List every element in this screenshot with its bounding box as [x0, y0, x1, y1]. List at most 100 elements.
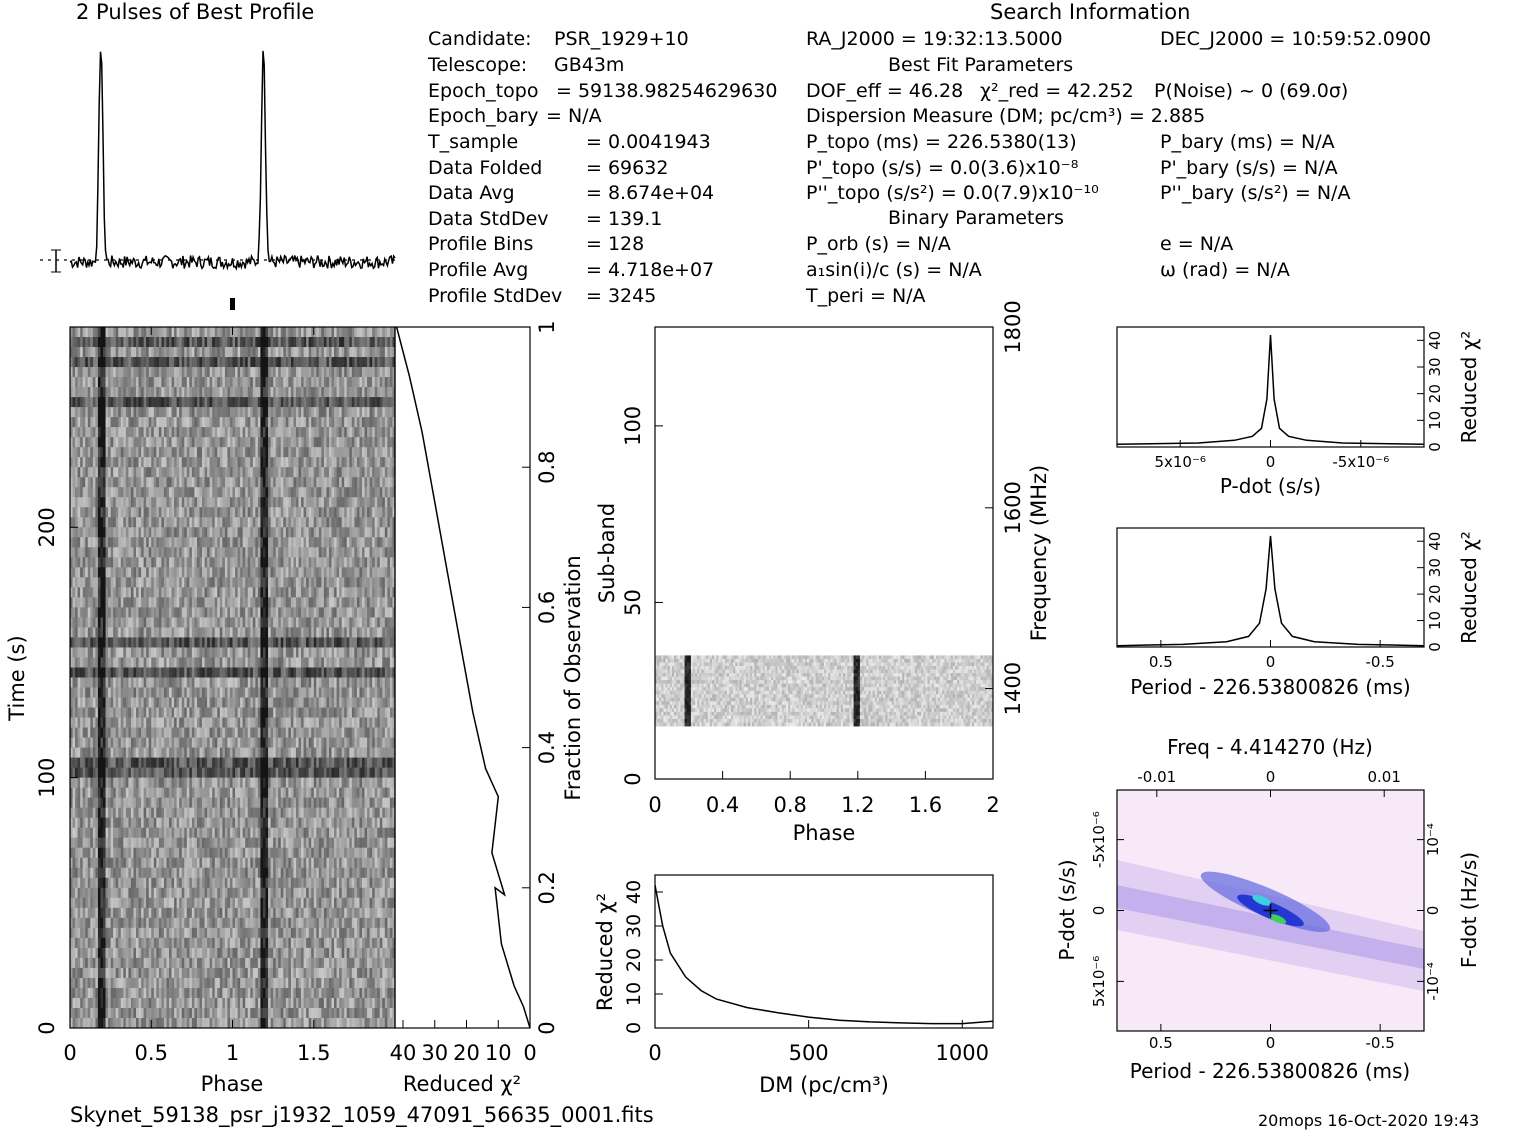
time-phase-pixel: [187, 467, 190, 477]
time-phase-pixel: [299, 567, 302, 577]
time-phase-pixel: [321, 587, 324, 597]
time-phase-pixel: [172, 547, 175, 557]
time-phase-pixel: [222, 417, 225, 427]
time-phase-pixel: [166, 667, 169, 677]
time-phase-pixel: [365, 467, 368, 477]
time-phase-pixel: [382, 657, 385, 667]
time-phase-pixel: [136, 667, 139, 677]
time-phase-pixel: [387, 327, 390, 337]
time-phase-pixel: [205, 397, 208, 407]
time-phase-pixel: [222, 637, 225, 647]
time-phase-pixel: [380, 437, 383, 447]
time-phase-pixel: [103, 547, 106, 557]
time-phase-pixel: [106, 567, 109, 577]
time-phase-pixel: [332, 577, 335, 587]
time-phase-pixel: [271, 708, 274, 718]
time-phase-pixel: [243, 367, 246, 377]
time-phase-pixel: [385, 387, 388, 397]
time-phase-pixel: [260, 617, 263, 627]
time-phase-pixel: [154, 447, 157, 457]
time-phase-pixel: [192, 357, 195, 367]
time-phase-pixel: [382, 447, 385, 457]
time-phase-pixel: [278, 557, 281, 567]
time-phase-pixel: [349, 617, 352, 627]
time-phase-pixel: [149, 387, 152, 397]
time-phase-pixel: [309, 407, 312, 417]
time-phase-pixel: [103, 527, 106, 537]
time-phase-pixel: [118, 337, 121, 347]
time-phase-pixel: [258, 667, 261, 677]
time-phase-pixel: [359, 337, 362, 347]
time-phase-pixel: [189, 627, 192, 637]
time-phase-pixel: [266, 627, 269, 637]
time-phase-pixel: [362, 637, 365, 647]
time-phase-pixel: [326, 507, 329, 517]
time-phase-pixel: [271, 607, 274, 617]
time-phase-pixel: [207, 507, 210, 517]
time-phase-pixel: [121, 347, 124, 357]
time-phase-pixel: [268, 407, 271, 417]
time-phase-pixel: [161, 377, 164, 387]
time-phase-pixel: [85, 607, 88, 617]
time-phase-pixel: [304, 587, 307, 597]
time-phase-pixel: [339, 597, 342, 607]
time-phase-pixel: [370, 337, 373, 347]
time-phase-pixel: [113, 567, 116, 577]
time-phase-pixel: [177, 407, 180, 417]
time-phase-pixel: [154, 367, 157, 377]
time-phase-pixel: [387, 497, 390, 507]
time-phase-pixel: [263, 467, 266, 477]
time-phase-pixel: [344, 407, 347, 417]
time-phase-pixel: [118, 537, 121, 547]
time-phase-pixel: [78, 497, 81, 507]
time-phase-pixel: [339, 557, 342, 567]
time-phase-pixel: [151, 417, 154, 427]
time-phase-pixel: [210, 517, 213, 527]
time-phase-pixel: [321, 617, 324, 627]
time-phase-pixel: [278, 497, 281, 507]
time-phase-pixel: [357, 437, 360, 447]
time-phase-pixel: [177, 347, 180, 357]
time-phase-pixel: [293, 698, 296, 708]
time-phase-pixel: [306, 547, 309, 557]
time-phase-pixel: [301, 507, 304, 517]
time-phase-pixel: [357, 698, 360, 708]
time-phase-pixel: [334, 447, 337, 457]
time-phase-pixel: [319, 417, 322, 427]
time-phase-pixel: [296, 547, 299, 557]
time-phase-pixel: [273, 587, 276, 597]
time-phase-pixel: [88, 647, 91, 657]
time-phase-pixel: [133, 337, 136, 347]
time-phase-pixel: [78, 607, 81, 617]
time-phase-pixel: [227, 577, 230, 587]
time-phase-pixel: [240, 637, 243, 647]
time-phase-pixel: [220, 597, 223, 607]
time-phase-pixel: [73, 327, 76, 337]
time-phase-pixel: [283, 698, 286, 708]
time-phase-pixel: [233, 417, 236, 427]
time-phase-pixel: [271, 617, 274, 627]
time-phase-pixel: [311, 507, 314, 517]
time-phase-pixel: [184, 487, 187, 497]
time-phase-pixel: [342, 587, 345, 597]
time-phase-pixel: [182, 708, 185, 718]
time-phase-pixel: [255, 527, 258, 537]
time-phase-pixel: [304, 647, 307, 657]
time-phase-pixel: [370, 587, 373, 597]
time-phase-pixel: [174, 397, 177, 407]
time-phase-pixel: [172, 497, 175, 507]
time-phase-pixel: [227, 698, 230, 708]
time-phase-pixel: [329, 537, 332, 547]
time-phase-pixel: [194, 517, 197, 527]
time-phase-pixel: [169, 447, 172, 457]
time-phase-pixel: [225, 397, 228, 407]
time-phase-pixel: [316, 657, 319, 667]
time-phase-pixel: [273, 357, 276, 367]
time-phase-pixel: [238, 437, 241, 447]
time-phase-pixel: [108, 417, 111, 427]
time-phase-pixel: [273, 437, 276, 447]
time-phase-pixel: [349, 487, 352, 497]
time-phase-pixel: [80, 567, 83, 577]
time-phase-pixel: [362, 577, 365, 587]
time-phase-pixel: [161, 437, 164, 447]
